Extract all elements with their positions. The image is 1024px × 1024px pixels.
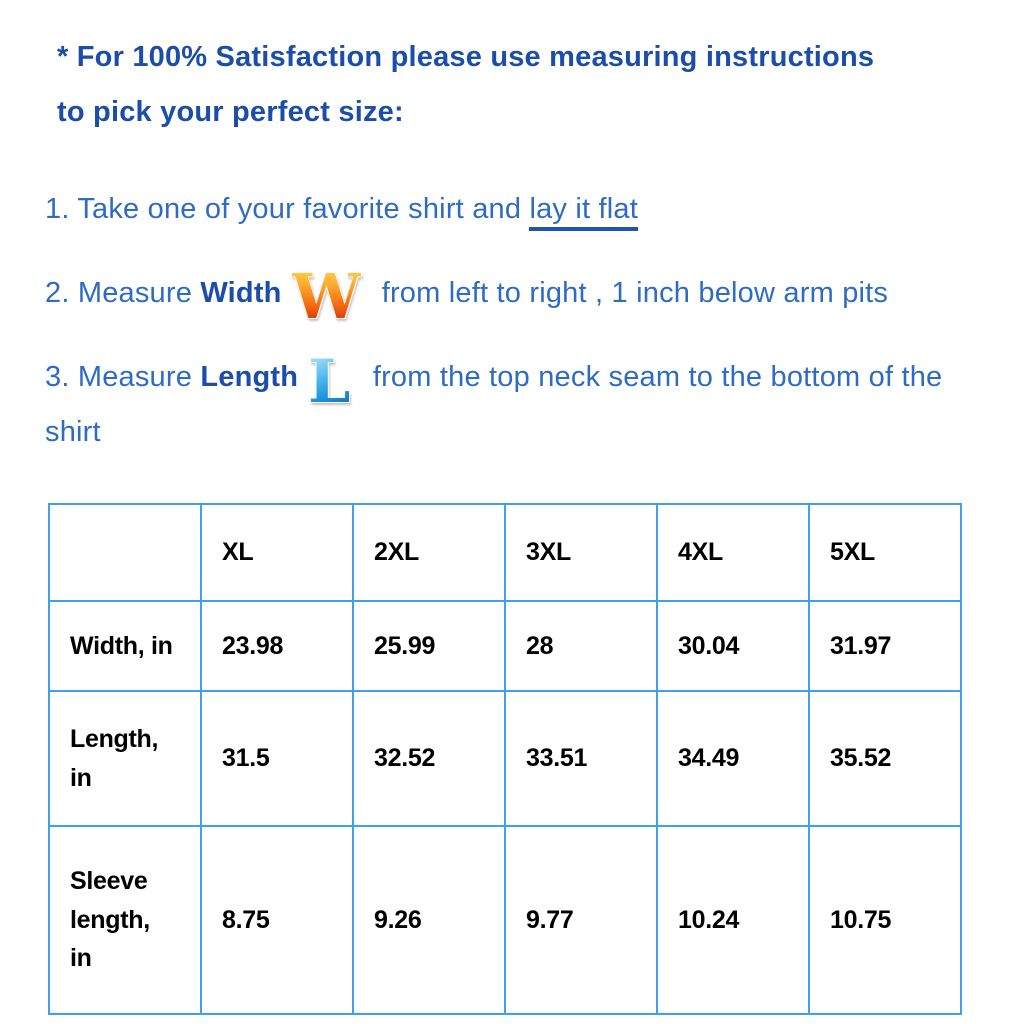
width-2xl-value: 25.99 (352, 600, 506, 692)
width-xl-value: 23.98 (200, 600, 354, 692)
table-row-sleeve-length: Sleeve length, in 8.75 9.26 9.77 10.24 1… (48, 825, 962, 1015)
sleeve-4xl-value: 10.24 (656, 825, 810, 1015)
sleeve-3xl-value: 9.77 (504, 825, 658, 1015)
size-col-header-3xl: 3XL (504, 503, 658, 602)
size-chart-table: XL 2XL 3XL 4XL 5XL Width, in 23.98 25.99… (48, 503, 962, 1015)
length-letter-icon: L (308, 347, 351, 417)
width-5xl-value: 31.97 (808, 600, 962, 692)
step-2-suffix-text: from left to right , 1 inch below arm pi… (373, 277, 889, 309)
row-label-length: Length, in (48, 690, 202, 827)
instruction-step-2: 2. Measure Width W from left to right , 1… (45, 266, 960, 328)
row-label-sleeve-length: Sleeve length, in (48, 825, 202, 1015)
size-col-header-2xl: 2XL (352, 503, 506, 602)
instruction-step-3: 3. Measure Length L from the top neck sea… (45, 350, 960, 460)
table-row-length: Length, in 31.5 32.52 33.51 34.49 35.52 (48, 690, 962, 827)
size-col-header-xl: XL (200, 503, 354, 602)
step-2-text: 2. Measure (45, 277, 201, 309)
row-label-width: Width, in (48, 600, 202, 692)
sleeve-2xl-value: 9.26 (352, 825, 506, 1015)
width-keyword: Width (200, 277, 282, 309)
length-4xl-value: 34.49 (656, 690, 810, 827)
length-keyword: Length (200, 361, 299, 393)
step-3-text: 3. Measure (45, 361, 201, 393)
table-row-width: Width, in 23.98 25.99 28 30.04 31.97 (48, 600, 962, 692)
size-col-header-blank (48, 503, 202, 602)
size-chart-header-row: XL 2XL 3XL 4XL 5XL (48, 503, 962, 602)
width-4xl-value: 30.04 (656, 600, 810, 692)
step-1-underlined-text: lay it flat (529, 193, 639, 231)
sleeve-5xl-value: 10.75 (808, 825, 962, 1015)
satisfaction-heading: * For 100% Satisfaction please use measu… (57, 41, 875, 128)
sleeve-xl-value: 8.75 (200, 825, 354, 1015)
length-xl-value: 31.5 (200, 690, 354, 827)
length-5xl-value: 35.52 (808, 690, 962, 827)
width-letter-icon: W (291, 260, 362, 333)
instruction-step-1: 1. Take one of your favorite shirt and l… (45, 182, 960, 237)
step-3-suffix-text: from the top neck seam to the bottom of … (45, 361, 943, 448)
size-col-header-4xl: 4XL (656, 503, 810, 602)
length-2xl-value: 32.52 (352, 690, 506, 827)
size-col-header-5xl: 5XL (808, 503, 962, 602)
step-1-text: 1. Take one of your favorite shirt and (45, 193, 530, 225)
width-3xl-value: 28 (504, 600, 658, 692)
length-3xl-value: 33.51 (504, 690, 658, 827)
